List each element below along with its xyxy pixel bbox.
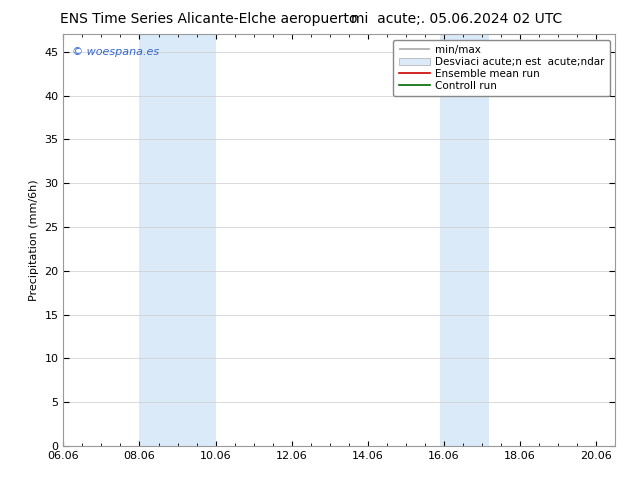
Text: © woespana.es: © woespana.es (72, 47, 158, 57)
Text: mi  acute;. 05.06.2024 02 UTC: mi acute;. 05.06.2024 02 UTC (351, 12, 562, 26)
Bar (440, 34, 489, 446)
Bar (139, 34, 216, 446)
Y-axis label: Precipitation (mm/6h): Precipitation (mm/6h) (29, 179, 39, 301)
Legend: min/max, Desviaci acute;n est  acute;ndar, Ensemble mean run, Controll run: min/max, Desviaci acute;n est acute;ndar… (393, 40, 610, 96)
Text: ENS Time Series Alicante-Elche aeropuerto: ENS Time Series Alicante-Elche aeropuert… (60, 12, 358, 26)
